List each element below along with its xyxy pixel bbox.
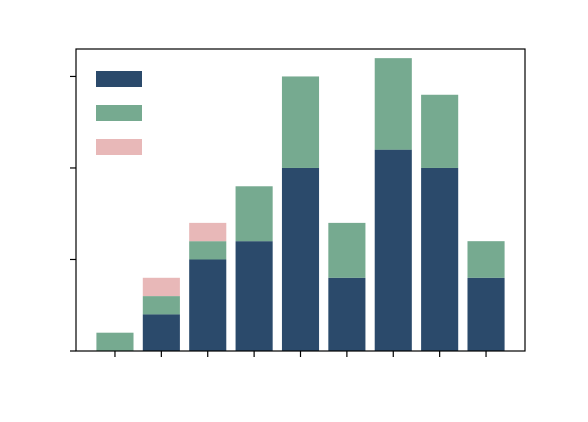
bar-segment: [374, 58, 412, 150]
bar-segment: [467, 241, 505, 278]
bar-segment: [235, 241, 273, 351]
bar-segment: [328, 277, 366, 351]
bar-segment: [189, 241, 227, 260]
plot-frame: [75, 48, 526, 352]
bar-segment: [421, 167, 459, 351]
bar-segment: [96, 332, 134, 351]
bar-segment: [142, 296, 180, 315]
legend-swatch: [96, 71, 142, 87]
bar-segment: [421, 94, 459, 168]
bar-segment: [142, 277, 180, 297]
bar-segment: [142, 314, 180, 351]
bar-segment: [189, 222, 227, 242]
bar-segment: [328, 222, 366, 278]
bar-segment: [467, 277, 505, 351]
bar-segment: [281, 167, 320, 351]
bar-segment: [281, 76, 320, 168]
bar-segment: [189, 259, 227, 351]
bar-segment: [235, 186, 273, 242]
legend-swatch: [96, 105, 142, 121]
bar-segment: [374, 149, 412, 351]
legend-swatch: [96, 139, 142, 155]
